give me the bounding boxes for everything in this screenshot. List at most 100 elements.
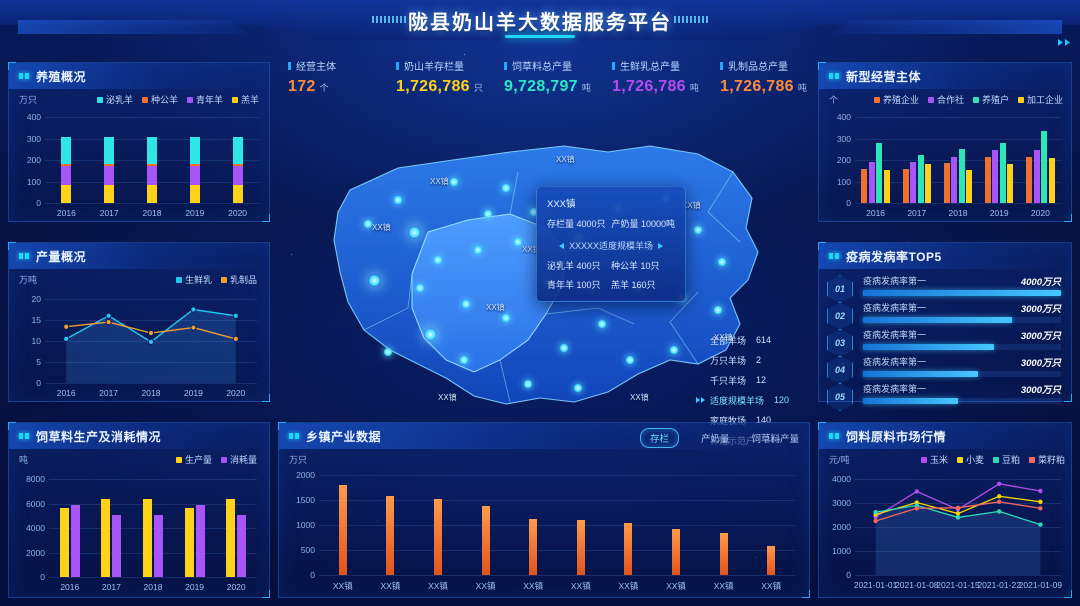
map-marker[interactable] [459,355,469,365]
map-marker[interactable] [573,383,583,393]
bar [861,168,868,203]
map-marker[interactable] [483,209,493,219]
top5-track [863,398,1061,404]
double-arrow-icon[interactable] [1058,39,1070,46]
panel-title: 饲料原料市场行情 [846,429,947,444]
kpi-label-text: 奶山羊存栏量 [404,62,464,73]
top5-row[interactable]: 03 疫病发病率第一 3000万只 [819,327,1071,360]
map-marker[interactable] [393,195,403,205]
map-marker[interactable] [423,327,437,341]
bar-segment [61,137,72,164]
bar [434,498,442,575]
kpi-value: 172 个 [288,78,329,95]
map-marker[interactable] [717,257,727,267]
y-axis-tick: 0 [36,198,41,208]
chart-breeding-overview: 万只 泌乳羊 种公羊 青年羊 羔羊 0 100 200 300 400 2016 2017 2018 20… [9,89,269,223]
legend-item: 小麦 [956,453,984,466]
legend-swatch-icon [956,456,963,463]
map-marker[interactable] [513,237,523,247]
gridline [45,383,257,384]
panel-title: 新型经营主体 [846,69,922,84]
x-axis-tick: XX镇 [666,581,686,591]
y-axis-tick: 0 [846,198,851,208]
map-marker[interactable] [367,273,381,287]
kpi-item: 奶山羊存栏量 1,726,786 只 [386,58,494,106]
y-axis-tick: 400 [836,112,851,122]
bar [966,169,973,203]
map-marker[interactable] [501,183,511,193]
x-axis-tick: XX镇 [332,581,353,591]
map-marker[interactable] [383,347,393,357]
map-stat-row[interactable]: 家庭牧场 140 [696,410,814,430]
arrow-right-icon [696,397,700,403]
map-stat-label: 家庭牧场 [710,415,747,426]
map-marker[interactable] [363,219,373,229]
map-marker[interactable] [693,225,703,235]
map-stat-row[interactable]: 千只羊场 12 [696,370,814,390]
map-marker[interactable] [501,313,511,323]
chart-output-overview: 万吨 生鲜乳 乳制品 0 5 10 15 20 2016 2017 2018 2019 2020 [9,269,269,403]
legend-label: 乳制品 [229,275,257,285]
bar [902,168,909,203]
legend-label: 豆粕 [1001,455,1020,465]
top5-fill [863,290,1061,296]
legend-swatch-icon [175,456,182,463]
county-map[interactable]: XX镇XX镇XX镇XX镇XX镇XX镇XX镇XX镇XX镇XX镇XXX镇存栏量 40… [278,102,818,446]
map-marker[interactable] [449,177,459,187]
panel-marker-icon [19,73,29,79]
x-axis-tick: 2019 [185,208,205,218]
top5-name: 疫病发病率第一 [863,384,927,394]
tab-active[interactable]: 存栏 [639,428,679,448]
top5-row[interactable]: 01 疫病发病率第一 4000万只 [819,273,1071,306]
top5-row[interactable]: 02 疫病发病率第一 3000万只 [819,300,1071,333]
bar-segment [61,184,72,203]
y-axis-tick: 1000 [296,520,315,530]
legend-item: 玉米 [920,453,948,466]
map-marker[interactable] [523,379,533,389]
tooltip-stock: 存栏量 4000只 [547,219,606,229]
tab-item[interactable]: 饲草料产量 [751,434,799,445]
map-marker[interactable] [407,225,421,239]
rank-badge: 04 [827,356,853,384]
map-stat-row[interactable]: 万只羊场 2 [696,350,814,370]
gridline [49,577,257,578]
bar [876,143,883,203]
kpi-label-text: 饲草料总产量 [512,62,572,73]
map-marker[interactable] [415,283,425,293]
map-marker[interactable] [433,255,443,265]
map-stat-row[interactable]: 全部羊场 614 [696,330,814,350]
x-axis-tick: 2020 [228,208,248,218]
panel-marker-icon [289,433,299,439]
stacked-bar [147,117,157,203]
left-arrow-icon[interactable] [558,242,564,249]
bar [1007,163,1014,203]
y-axis-tick: 6000 [26,498,45,509]
right-arrow-icon[interactable] [658,242,663,249]
map-marker[interactable] [461,299,471,309]
gridline [855,181,1061,183]
map-marker[interactable] [529,207,539,217]
tab-item[interactable]: 产奶量 [700,434,730,445]
map-marker[interactable] [473,245,483,255]
bar [984,157,991,203]
map-stat-row[interactable]: 适度规模羊场 120 [696,390,814,410]
panel-marker-icon [829,253,839,259]
gridline [855,503,1061,504]
legend-item: 泌乳羊 [96,93,133,106]
map-marker[interactable] [559,343,569,353]
rank-badge: 02 [827,302,853,330]
top5-row[interactable]: 05 疫病发病率第一 3000万只 [819,381,1071,414]
bar-segment [232,184,243,203]
map-marker[interactable] [713,305,723,315]
map-marker[interactable] [597,319,607,329]
top5-row[interactable]: 04 疫病发病率第一 3000万只 [819,354,1071,387]
y-axis-tick: 1000 [832,546,851,556]
map-marker[interactable] [669,345,679,355]
bar [925,163,932,203]
bar-segment [232,166,243,185]
x-axis-tick: XX镇 [713,581,734,591]
x-axis-tick: 2017 [99,388,119,398]
map-marker[interactable] [625,355,635,365]
panel-new-entities: 新型经营主体 个 养殖企业 合作社 养殖户 加工企业 0 100 200 300 400 2016 2… [818,62,1072,222]
